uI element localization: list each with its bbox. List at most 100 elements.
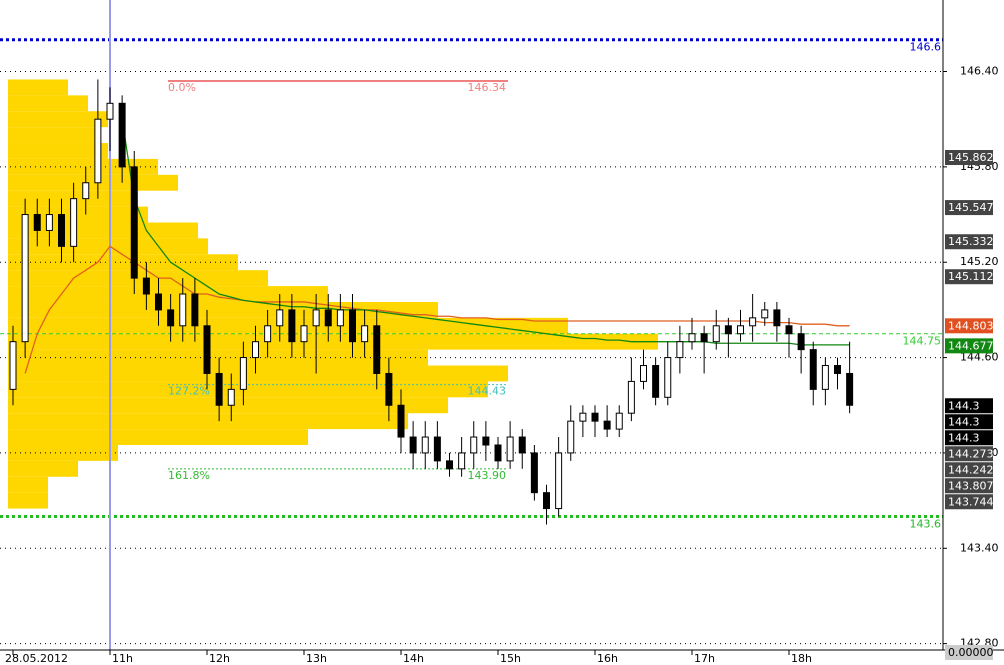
price-tag-box — [945, 269, 993, 285]
price-tag-label: 144.803 — [948, 319, 994, 332]
candle-body — [785, 325, 793, 335]
level-label: 143.6 — [910, 518, 942, 531]
price-tag: 144.677 — [945, 338, 994, 354]
candle-body — [264, 325, 272, 343]
candle-body — [324, 309, 332, 327]
price-tag-box — [945, 645, 993, 660]
candle-body — [652, 365, 660, 398]
candle-body — [373, 325, 381, 374]
price-tag-label: 144.3 — [948, 431, 980, 444]
price-tag: 145.112 — [945, 269, 994, 285]
candle-body — [627, 380, 635, 414]
volume-profile-bar — [8, 270, 268, 287]
candle-body — [446, 460, 453, 470]
fib-level-label: 0.0% — [168, 81, 196, 94]
price-tag-box — [945, 430, 993, 446]
price-tag: 144.273 — [945, 446, 994, 462]
candle-body — [834, 365, 841, 374]
fib-price-label: 146.34 — [468, 81, 507, 94]
candle-body — [494, 444, 502, 462]
candle-body — [409, 436, 417, 454]
candle-body — [336, 309, 344, 327]
x-tick-label: 16h — [597, 652, 618, 665]
candle-body — [543, 492, 550, 510]
candle-body — [761, 309, 769, 319]
price-tag: 144.242 — [945, 462, 994, 478]
price-tag: 144.3 — [945, 398, 993, 414]
volume-profile-bar — [8, 79, 68, 96]
candle-body — [712, 325, 720, 343]
volume-profile-bar — [8, 174, 178, 191]
price-tag-box — [945, 150, 993, 166]
volume-profile-bar — [8, 381, 488, 398]
price-tag-label: 143.807 — [948, 479, 994, 492]
x-tick-label: 17h — [694, 652, 715, 665]
price-tag: 145.862 — [945, 150, 994, 166]
candle-body — [567, 420, 575, 454]
price-tag: 144.3 — [945, 414, 993, 430]
candle-body — [58, 214, 65, 247]
candle-body — [700, 333, 708, 343]
price-tag-box — [945, 494, 993, 510]
price-tag-label: 145.547 — [948, 201, 994, 214]
price-tag: 145.332 — [945, 234, 994, 250]
candle-body — [724, 325, 732, 335]
candle-body — [21, 214, 29, 343]
candle-body — [9, 341, 17, 390]
volume-profile-bar — [8, 349, 428, 366]
volume-profile-bar — [8, 365, 508, 382]
candle-body — [640, 365, 647, 382]
candle-body — [506, 436, 514, 462]
candle-body — [797, 333, 805, 351]
x-tick-label: 12h — [209, 652, 230, 665]
volume-profile-bar — [8, 444, 118, 461]
candle-body — [155, 293, 162, 311]
candle-body — [70, 198, 78, 247]
candle-body — [615, 412, 623, 430]
candle-body — [518, 436, 526, 454]
candle-body — [106, 102, 114, 120]
level-label: 144.75 — [903, 335, 942, 348]
candle-body — [603, 420, 611, 430]
price-tag-label: 144.273 — [948, 447, 994, 460]
fib-level-label: 127.2% — [168, 385, 210, 398]
price-tag-label: 145.862 — [948, 151, 994, 164]
price-tag-box — [945, 478, 993, 494]
level-label: 146.6 — [910, 41, 942, 54]
y-tick-label: 144.60 — [960, 351, 999, 364]
price-tag: 144.3 — [945, 430, 993, 446]
volume-profile-bar — [8, 143, 108, 159]
x-tick-label: 13h — [306, 652, 327, 665]
volume-profile-bar — [8, 317, 568, 334]
y-tick-label: 146.40 — [960, 65, 999, 78]
candle-body — [82, 182, 90, 200]
candle-body — [846, 372, 854, 406]
y-tick-label: 143.40 — [960, 541, 999, 554]
price-tag-box — [945, 338, 993, 354]
volume-profile-bar — [8, 127, 98, 144]
candle-body — [94, 118, 102, 184]
candle-body — [33, 214, 41, 231]
price-tag: 144.803 — [945, 318, 994, 334]
candle-body — [397, 404, 405, 438]
indicator-line — [24, 245, 850, 374]
price-tag: 0.00000 — [945, 645, 994, 660]
price-tag-box — [945, 200, 993, 216]
candle-body — [252, 341, 259, 359]
volume-profile-bar — [8, 429, 308, 445]
x-tick-label: 15h — [500, 652, 521, 665]
price-tag-box — [945, 398, 993, 414]
volume-profile-bar — [8, 206, 148, 223]
volume-profile-bar — [8, 111, 108, 128]
price-tag-box — [945, 234, 993, 250]
volume-profile-bar — [8, 492, 48, 509]
x-tick-label: 28.05.2012 — [5, 652, 68, 665]
candle-body — [664, 357, 672, 398]
candle-body — [773, 309, 781, 327]
candle-body — [288, 309, 296, 343]
candle-body — [555, 452, 563, 510]
price-tag-box — [945, 318, 993, 334]
candle-body — [688, 333, 696, 343]
price-tag-label: 144.242 — [948, 463, 994, 476]
